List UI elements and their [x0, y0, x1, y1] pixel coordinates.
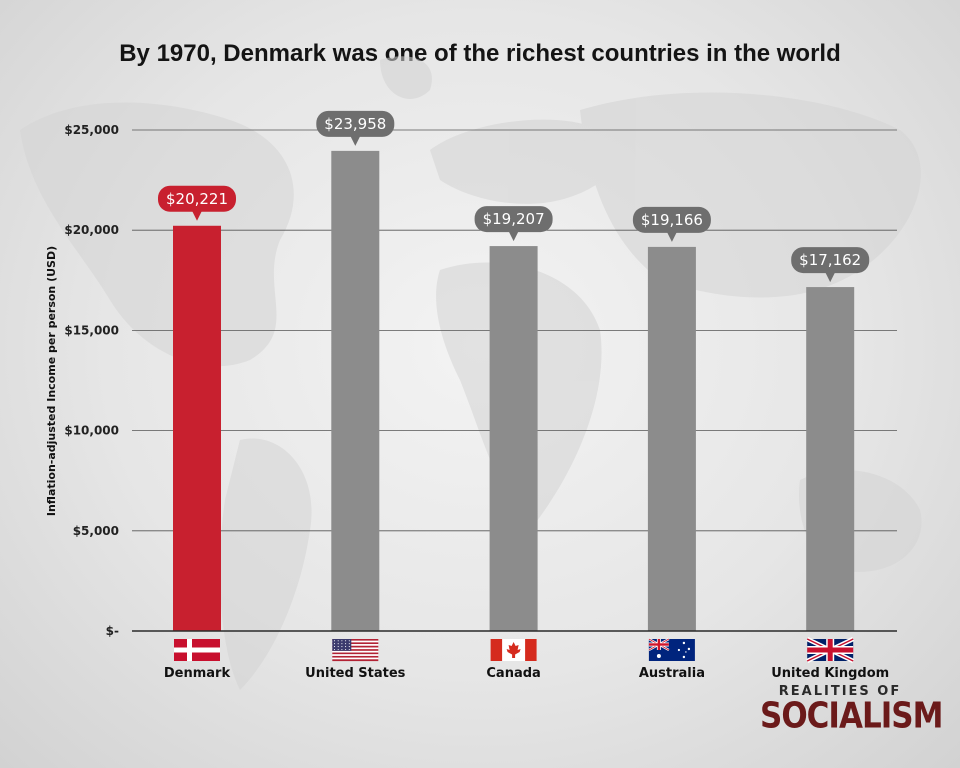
data-label-box	[158, 185, 236, 212]
bar	[806, 287, 855, 631]
data-label: $19,207	[474, 206, 553, 242]
chart-title: By 1970, Denmark was one of the richest …	[119, 40, 841, 67]
data-label-pointer	[825, 272, 836, 283]
canada-flag-icon	[490, 639, 537, 661]
category-label: United Kingdom	[771, 666, 889, 681]
united-kingdom-flag-icon	[806, 636, 855, 664]
y-tick-label: $10,000	[64, 424, 119, 438]
category-label: Australia	[639, 666, 705, 681]
bar	[647, 246, 696, 631]
data-label-box	[316, 110, 395, 137]
denmark-flag-icon	[174, 639, 220, 661]
bars	[173, 150, 855, 631]
data-label-text: $19,166	[641, 211, 703, 229]
brand-logo: REALITIES OF SOCIALISM	[760, 684, 943, 737]
data-label-pointer	[350, 135, 361, 146]
data-label: $19,166	[632, 206, 711, 242]
y-axis-title: Inflation-adjusted Income per person (US…	[45, 246, 58, 516]
category-label: Canada	[486, 666, 540, 681]
data-label-pointer	[192, 210, 202, 221]
data-labels: $20,221 $23,958 $19,207 $19,166 $17,162	[158, 110, 870, 283]
bar	[489, 246, 538, 631]
y-tick-label: $20,000	[64, 223, 119, 237]
data-label-box	[791, 247, 870, 274]
data-label-pointer	[508, 231, 519, 242]
data-label-box	[474, 206, 553, 233]
data-label-text: $17,162	[799, 251, 861, 269]
category-label: Denmark	[164, 666, 231, 681]
data-label-box	[632, 206, 711, 233]
data-label-text: $20,221	[166, 190, 228, 208]
united-states-flag-icon	[332, 639, 379, 662]
australia-flag-icon	[648, 638, 695, 661]
data-label: $20,221	[158, 185, 236, 221]
brand-line1: REALITIES OF	[778, 684, 902, 699]
bar	[173, 225, 221, 631]
category-label: United States	[305, 666, 406, 681]
y-tick-label: $5,000	[73, 524, 119, 538]
y-tick-label: $15,000	[64, 323, 119, 337]
data-label-text: $19,207	[483, 210, 545, 228]
data-label-text: $23,958	[324, 115, 386, 133]
data-label: $17,162	[791, 247, 870, 283]
category-flags	[174, 636, 855, 664]
world-map-background	[20, 56, 922, 690]
data-label-pointer	[666, 231, 677, 242]
y-axis-ticks: $- $5,000 $10,000 $15,000 $20,000 $25,000	[64, 123, 119, 638]
data-label: $23,958	[316, 110, 395, 146]
bar	[331, 150, 380, 631]
brand-line2: SOCIALISM	[760, 695, 943, 737]
y-tick-label: $25,000	[64, 123, 119, 137]
y-tick-label: $-	[106, 624, 119, 638]
category-labels: Denmark United States Canada Australia Unite…	[164, 666, 889, 681]
